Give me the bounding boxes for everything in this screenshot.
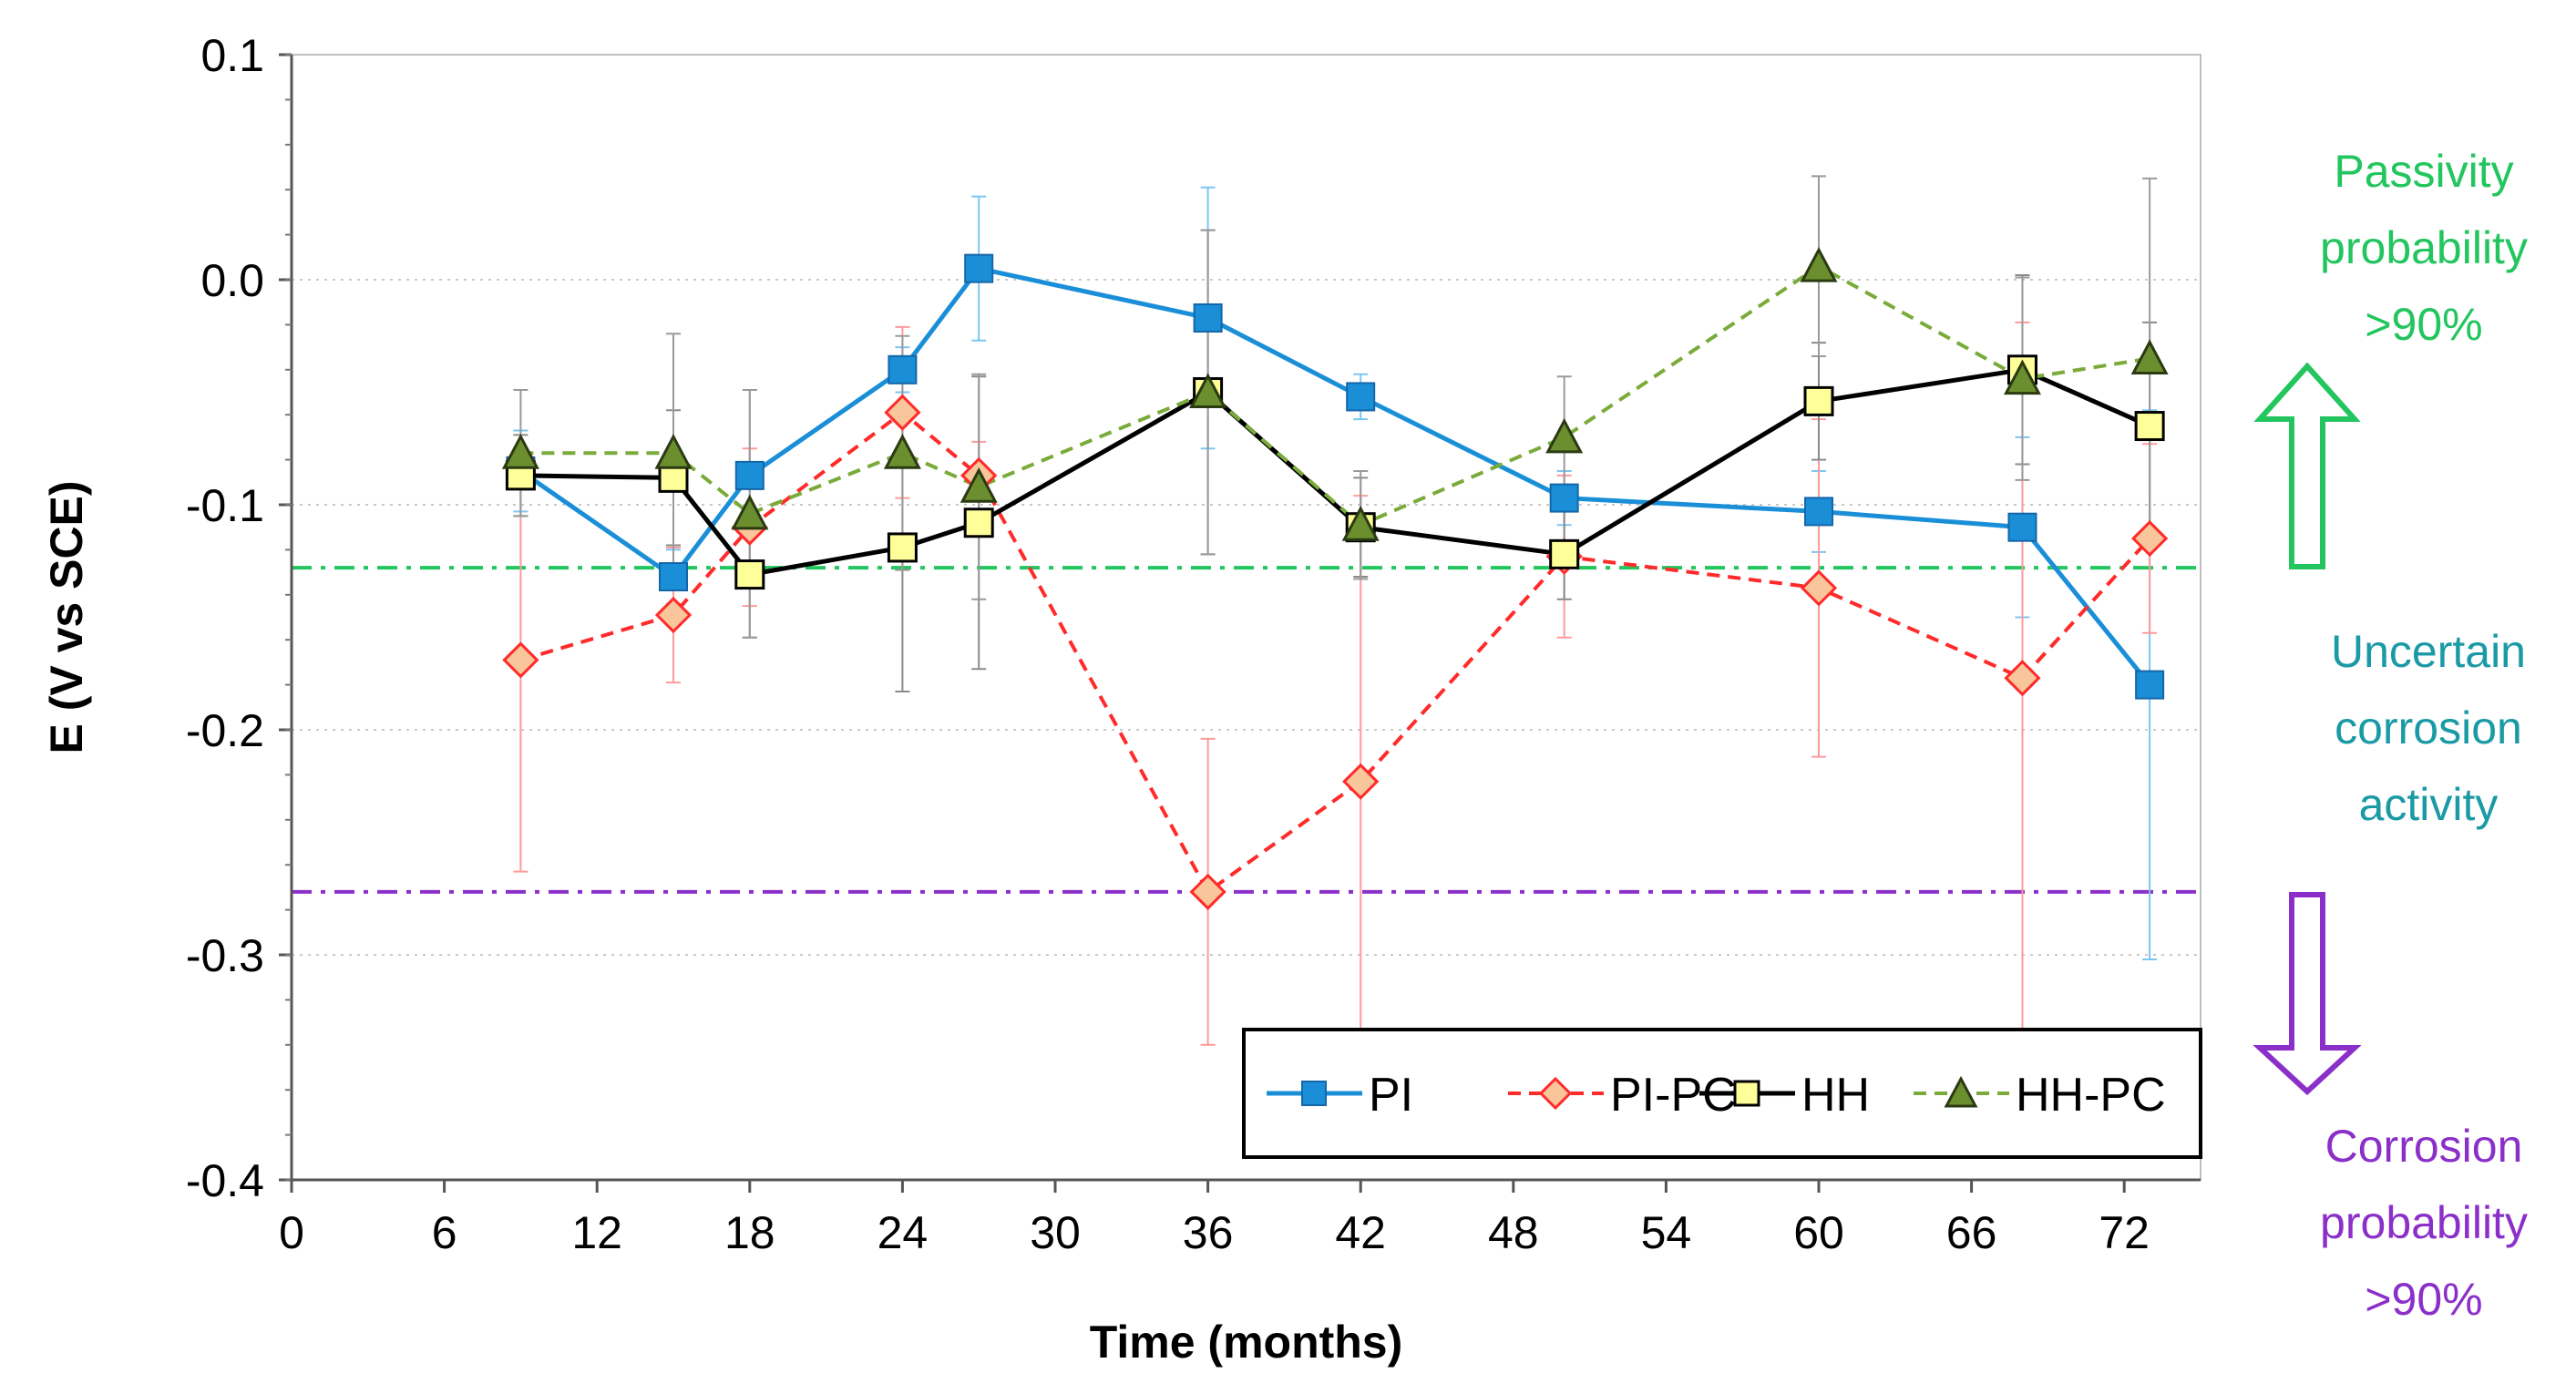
marker-pi-pc (2131, 519, 2169, 558)
marker-hh (1803, 385, 1834, 416)
marker-pi-pc (2004, 660, 2041, 697)
marker-pi-pc (1189, 873, 1226, 910)
marker-hh-pc (501, 433, 539, 469)
legend-label-pi: PI (1369, 1069, 1413, 1122)
marker-hh-pc (1800, 246, 1838, 282)
marker-hh (963, 507, 994, 538)
marker-pi (964, 253, 994, 283)
x-tick-label: 6 (432, 1207, 457, 1258)
x-tick-label: 66 (1946, 1207, 1997, 1258)
y-axis-title: E (V vs SCE) (41, 480, 92, 753)
zone-arrows (2253, 362, 2362, 1096)
reference-lines (292, 566, 2201, 894)
marker-pi (1301, 1081, 1327, 1106)
y-tick-label: 0.1 (200, 30, 264, 81)
x-tick-label: 18 (724, 1207, 775, 1258)
x-tick-label: 48 (1488, 1207, 1539, 1258)
marker-hh-pc (1341, 506, 1380, 541)
x-tick-label: 42 (1335, 1207, 1386, 1258)
series-line-pi (518, 265, 2152, 687)
uncertain-annotation-line: corrosion (2335, 702, 2522, 753)
marker-pi-pc (654, 596, 693, 634)
y-tick-label: -0.1 (186, 480, 264, 531)
marker-pi (734, 460, 765, 490)
marker-pi-pc (1800, 569, 1838, 607)
y-tick-label: 0.0 (200, 255, 264, 306)
marker-hh-pc (654, 433, 693, 469)
marker-pi-pc (884, 394, 921, 431)
x-tick-label: 72 (2099, 1207, 2150, 1258)
marker-hh (734, 559, 765, 590)
corrosion-annotation-line: probability (2320, 1197, 2528, 1248)
marker-hh (2134, 411, 2165, 442)
uncertain-annotation-line: activity (2359, 779, 2499, 830)
corrosion-annotation-line: >90% (2365, 1274, 2482, 1325)
marker-pi-pc (502, 641, 539, 679)
passivity-annotation-line: >90% (2365, 299, 2482, 350)
marker-pi (1193, 302, 1223, 333)
x-tick-label: 24 (877, 1207, 929, 1258)
marker-pi (1346, 382, 1376, 412)
x-tick-label: 60 (1793, 1207, 1844, 1258)
series-markers (501, 246, 2169, 910)
x-tick-label: 54 (1641, 1207, 1692, 1258)
marker-hh (1733, 1080, 1760, 1107)
legend-label-hh: HH (1801, 1069, 1870, 1122)
marker-hh-pc (883, 433, 921, 469)
passivity-annotation-line: Passivity (2334, 146, 2513, 197)
series-line-hh (520, 367, 2151, 578)
marker-pi (2135, 670, 2165, 700)
marker-hh-pc (960, 467, 998, 503)
marker-pi (659, 562, 688, 592)
error-bars (513, 175, 2158, 1069)
x-axis-title: Time (months) (1090, 1317, 1403, 1368)
marker-pi-pc (1342, 763, 1380, 800)
series-line-pi-pc (519, 410, 2151, 895)
marker-pi (1804, 497, 1833, 527)
marker-hh-pc (1944, 1075, 1978, 1108)
corrosion-annotation-line: Corrosion (2325, 1121, 2523, 1172)
grid-lines (292, 279, 2201, 956)
plot-area-frame (291, 54, 2201, 1181)
marker-hh-pc (1545, 417, 1584, 454)
marker-pi-pc (1538, 1076, 1573, 1111)
corrosion-arrow-icon (2253, 892, 2362, 1096)
legend-label-hh-pc: HH-PC (2016, 1069, 2166, 1122)
marker-hh (887, 532, 918, 563)
series-lines (518, 263, 2152, 895)
y-tick-label: -0.4 (186, 1155, 264, 1206)
x-tick-label: 12 (571, 1207, 622, 1258)
marker-hh-pc (1189, 373, 1227, 408)
passivity-arrow-icon (2253, 362, 2361, 569)
marker-hh-pc (2003, 359, 2041, 395)
marker-hh (1549, 538, 1580, 569)
marker-hh-pc (2130, 339, 2169, 374)
y-tick-label: -0.3 (186, 930, 264, 981)
zone-annotations: Passivity probability >90% Uncertain corrosi… (2320, 146, 2528, 1325)
marker-pi (1549, 483, 1579, 513)
x-tick-label: 0 (279, 1207, 304, 1258)
x-tick-label: 30 (1030, 1207, 1081, 1258)
marker-pi (2007, 512, 2037, 542)
passivity-annotation-line: probability (2320, 222, 2528, 273)
axes: -0.4 -0.3 -0.2 -0.1 0.0 0.1 0 6 12 18 24 30 36 42 48 54… (41, 30, 2201, 1368)
uncertain-annotation-line: Uncertain (2331, 626, 2526, 677)
x-tick-label: 36 (1183, 1207, 1234, 1258)
marker-hh-pc (731, 494, 769, 530)
y-tick-label: -0.2 (186, 705, 264, 756)
marker-pi (888, 354, 918, 384)
legend: PI PI-PC HH HH-PC (1242, 1028, 2202, 1159)
series-line-hh-pc (520, 263, 2150, 528)
